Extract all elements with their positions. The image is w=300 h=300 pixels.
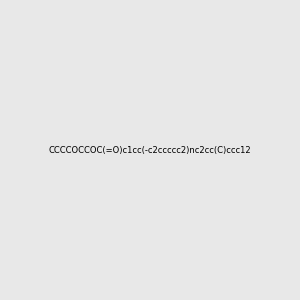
Text: CCCCOCCOC(=O)c1cc(-c2ccccc2)nc2cc(C)ccc12: CCCCOCCOC(=O)c1cc(-c2ccccc2)nc2cc(C)ccc1… [49,146,251,154]
